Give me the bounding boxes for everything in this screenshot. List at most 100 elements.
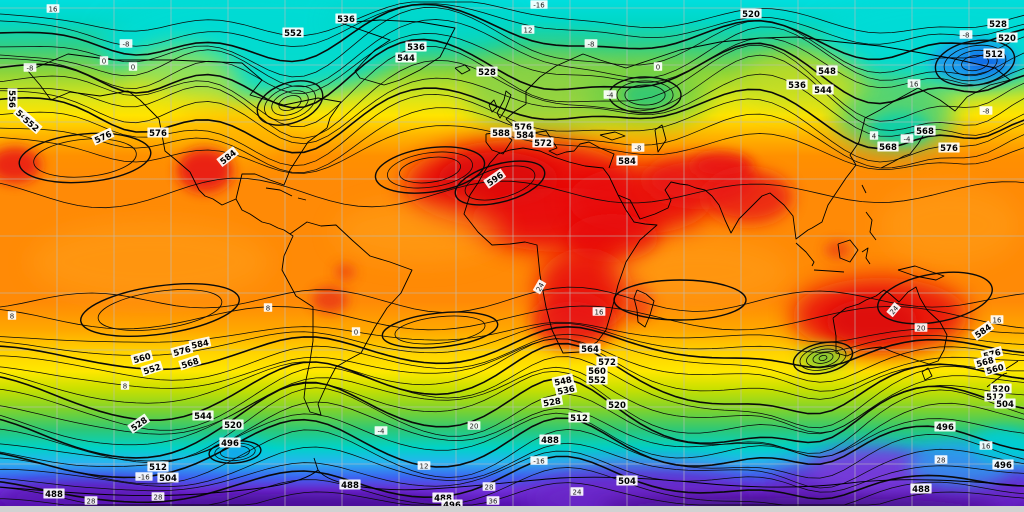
height-contour-label: 576: [512, 121, 534, 133]
height-contour-label: 496: [934, 421, 956, 433]
svg-text:504: 504: [618, 477, 636, 487]
aux-value-label: -16: [135, 472, 153, 482]
svg-text:488: 488: [434, 494, 452, 504]
height-contour-label: 544: [395, 52, 417, 64]
svg-text:496: 496: [936, 423, 954, 433]
svg-text:-8: -8: [27, 65, 34, 73]
map-bottom-edge: [0, 506, 1024, 512]
svg-text:544: 544: [194, 412, 212, 422]
aux-value-label: -8: [959, 30, 973, 40]
svg-text:12: 12: [420, 463, 429, 471]
svg-text:-8: -8: [123, 41, 130, 49]
aux-value-label: -8: [979, 106, 993, 116]
svg-text:504: 504: [996, 400, 1014, 410]
svg-text:552: 552: [588, 376, 606, 386]
height-contour-label: 496: [219, 437, 241, 449]
svg-text:536: 536: [337, 15, 355, 25]
svg-text:-16: -16: [138, 474, 150, 482]
height-contour-label: 576: [170, 343, 194, 359]
height-contour-label: 536: [786, 79, 808, 91]
svg-text:556: 556: [6, 90, 16, 108]
svg-text:568: 568: [916, 127, 934, 137]
svg-text:588: 588: [492, 129, 510, 139]
svg-text:536: 536: [556, 384, 576, 397]
svg-text:16: 16: [49, 6, 58, 14]
height-contour-label: 488: [43, 488, 65, 500]
svg-text:-4: -4: [607, 92, 615, 100]
aux-value-label: 8: [120, 381, 130, 391]
svg-text:528: 528: [989, 20, 1007, 30]
svg-text:16: 16: [595, 309, 604, 317]
aux-value-label: 8: [263, 303, 273, 313]
aux-value-label: 0: [99, 56, 109, 66]
height-contour-label: 504: [616, 475, 638, 487]
svg-text:28: 28: [485, 484, 494, 492]
height-contour-label: 552: [282, 27, 304, 39]
svg-text:488: 488: [912, 485, 930, 495]
height-contour-label: 584: [514, 129, 536, 141]
aux-value-label: 16: [990, 315, 1004, 325]
height-contour-label: 544: [812, 84, 834, 96]
svg-text:-8: -8: [635, 145, 642, 153]
height-contour-label: 568: [877, 141, 899, 153]
height-contour-label: 588: [490, 127, 512, 139]
svg-text:488: 488: [45, 490, 63, 500]
svg-text:520: 520: [224, 421, 242, 431]
aux-value-label: 16: [907, 79, 921, 89]
svg-text:8: 8: [266, 305, 270, 313]
svg-text:504: 504: [159, 474, 177, 484]
svg-text:0: 0: [656, 64, 660, 72]
aux-value-label: 0: [128, 62, 138, 72]
svg-text:520: 520: [608, 401, 626, 411]
height-contour-label: 520: [222, 419, 244, 431]
svg-text:-16: -16: [533, 2, 545, 10]
svg-text:568: 568: [879, 143, 897, 153]
height-contour-label: 548: [816, 65, 838, 77]
height-contour-label: 504: [994, 398, 1016, 410]
aux-value-label: 28: [934, 455, 948, 465]
contour-labels: 16-8-800552536536544528-1612-80-45205285…: [6, 0, 1018, 511]
height-contour-label: 544: [192, 410, 214, 422]
svg-text:28: 28: [87, 498, 96, 506]
svg-text:16: 16: [910, 81, 919, 89]
height-contour-label: 556: [6, 88, 18, 110]
aux-value-label: 16: [979, 441, 993, 451]
aux-value-label: -4: [374, 426, 388, 436]
svg-text:552: 552: [284, 29, 302, 39]
height-contour-label: 564: [579, 343, 601, 355]
aux-value-label: -8: [631, 143, 645, 153]
svg-text:24: 24: [573, 489, 582, 497]
svg-text:512: 512: [985, 50, 1003, 60]
coastlines-layer: [0, 19, 1024, 497]
height-contour-label: 488: [339, 479, 361, 491]
aux-value-label: 20: [914, 323, 928, 333]
height-contour-label: 488: [910, 483, 932, 495]
aux-value-label: 20: [467, 421, 481, 431]
height-contour-label: 536: [554, 382, 578, 398]
height-contour-label: 560: [586, 365, 608, 377]
aux-value-label: -4: [603, 90, 617, 100]
svg-text:28: 28: [154, 494, 163, 502]
height-contour-label: 572: [596, 356, 618, 368]
aux-value-label: 24: [570, 487, 584, 497]
svg-text:-16: -16: [533, 458, 545, 466]
svg-text:520: 520: [992, 385, 1010, 395]
height-contour-label: 572: [532, 137, 554, 149]
svg-text:0: 0: [354, 329, 358, 337]
svg-text:536: 536: [407, 43, 425, 53]
height-contour-label: 560: [130, 350, 154, 366]
height-contour-label: 568: [914, 125, 936, 137]
aux-value-label: -16: [530, 0, 548, 10]
aux-value-label: 8: [7, 311, 17, 321]
svg-text:16: 16: [982, 443, 991, 451]
svg-text:8: 8: [123, 383, 127, 391]
height-contour-label: 584: [616, 155, 638, 167]
svg-text:20: 20: [917, 325, 926, 333]
svg-text:576: 576: [514, 123, 532, 133]
svg-text:488: 488: [541, 436, 559, 446]
svg-text:496: 496: [221, 439, 239, 449]
aux-value-label: -8: [584, 39, 598, 49]
